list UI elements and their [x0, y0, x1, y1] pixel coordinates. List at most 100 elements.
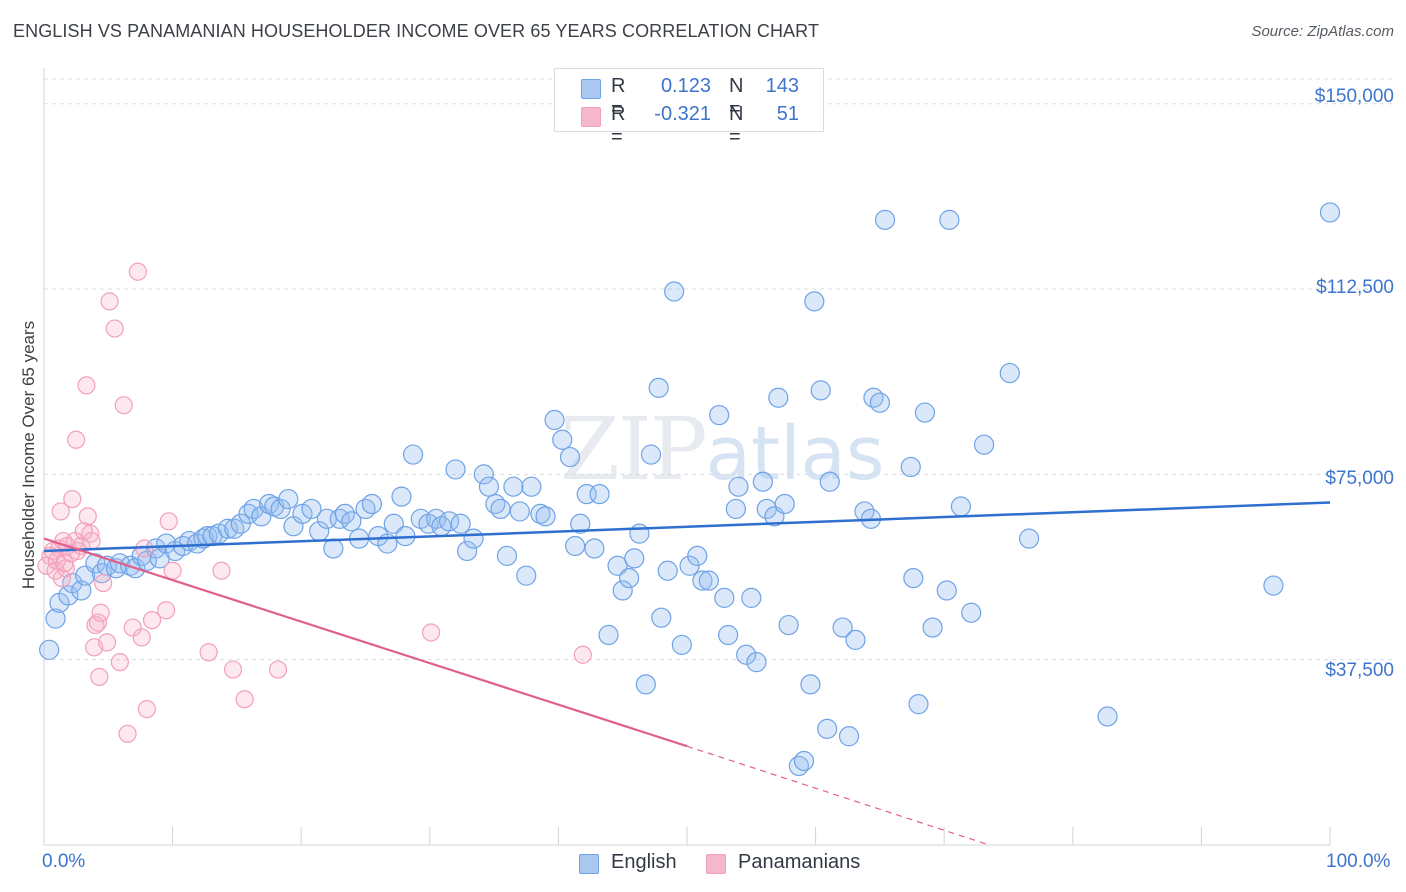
english-point	[1263, 575, 1284, 596]
english-point	[624, 548, 645, 569]
x-tick-label-max: 100.0%	[1326, 851, 1391, 872]
panamanian-point	[421, 623, 441, 642]
x-tick-label-min: 0.0%	[42, 851, 86, 872]
y-tick-label-75000: $75,000	[1325, 468, 1394, 489]
panamanian-point	[157, 601, 176, 620]
english-point	[619, 568, 640, 589]
english-point	[709, 404, 730, 426]
english-point	[838, 726, 860, 747]
english-point	[819, 471, 840, 492]
english-point	[39, 639, 60, 660]
panamanian-trend-line	[43, 537, 688, 748]
english-point	[869, 392, 891, 413]
english-point	[746, 652, 767, 673]
english-point	[535, 506, 556, 527]
english-point	[900, 456, 921, 478]
english-point	[718, 624, 739, 646]
english-point	[278, 488, 299, 510]
english-point	[950, 496, 972, 517]
panamanian-point	[81, 524, 100, 543]
panamanian-point	[63, 489, 82, 509]
english-point	[607, 555, 628, 576]
panamanian-point	[128, 262, 147, 281]
english-point	[903, 568, 924, 589]
english-point	[496, 545, 518, 566]
english-point	[629, 523, 650, 544]
english-point	[445, 459, 466, 480]
english-point	[516, 565, 537, 586]
english-point	[490, 498, 511, 520]
english-point	[692, 570, 713, 591]
english-point	[463, 528, 484, 549]
panamanian-point	[199, 643, 218, 662]
english-point	[914, 402, 936, 423]
panamanian-point	[132, 628, 151, 647]
legend-r-label: R =	[611, 75, 626, 120]
english-point	[961, 602, 982, 623]
english-point	[640, 444, 662, 465]
english-point	[584, 538, 605, 559]
english-point	[361, 493, 383, 515]
english-point	[800, 674, 821, 695]
english-trend-line	[43, 501, 1331, 553]
english-point	[973, 434, 995, 455]
english-point	[728, 476, 749, 497]
english-point	[217, 518, 238, 539]
panamanian-point	[212, 561, 231, 580]
english-point	[664, 281, 685, 302]
panamanian-point	[90, 667, 109, 687]
english-point	[714, 587, 735, 609]
english-point	[589, 484, 610, 505]
english-point	[671, 634, 692, 655]
english-point	[768, 387, 789, 408]
bottom-legend-swatch-panamanians	[706, 854, 726, 874]
english-point	[832, 617, 853, 638]
panamanian-point	[51, 502, 70, 521]
bottom-legend-label-english: English	[611, 851, 677, 873]
panamanian-point	[118, 724, 137, 743]
english-point	[509, 501, 530, 522]
panamanian-point	[163, 561, 182, 580]
english-point	[774, 493, 795, 515]
panamanian-point	[100, 292, 119, 311]
english-point	[612, 580, 633, 601]
english-point	[939, 209, 960, 230]
english-point	[874, 209, 896, 230]
english-point	[323, 538, 344, 559]
english-point	[651, 607, 672, 628]
legend-n-label: N =	[729, 103, 744, 148]
english-point	[845, 629, 866, 651]
chart-title: ENGLISH VS PANAMANIAN HOUSEHOLDER INCOME…	[13, 21, 820, 41]
english-point	[741, 587, 762, 609]
bottom-legend-label-panamanians: Panamanians	[738, 851, 861, 873]
english-point	[570, 513, 591, 534]
panamanian-point	[159, 512, 178, 531]
english-point	[45, 608, 66, 629]
english-point	[752, 471, 773, 492]
english-point	[698, 570, 719, 591]
y-tick-label-37500: $37,500	[1325, 660, 1394, 681]
english-point	[521, 476, 542, 497]
bottom-legend-swatch-english	[579, 854, 599, 874]
panamanian-point	[77, 376, 96, 395]
english-point	[687, 545, 708, 566]
panamanian-point	[78, 507, 97, 526]
panamanian-point	[91, 603, 110, 622]
english-point	[1018, 528, 1040, 549]
english-point	[908, 694, 929, 715]
panamanian-point	[137, 699, 156, 719]
y-tick-label-112500: $112,500	[1316, 277, 1394, 298]
english-point	[999, 362, 1020, 384]
panamanian-point	[123, 618, 142, 637]
legend-r-value: -0.321	[654, 103, 711, 125]
panamanian-point	[114, 396, 133, 415]
panamanian-point	[142, 611, 162, 630]
english-point	[383, 513, 404, 534]
english-point	[301, 498, 322, 520]
panamanian-point	[94, 573, 113, 593]
panamanian-point	[105, 319, 124, 338]
english-point	[922, 617, 943, 638]
source-label: Source: ZipAtlas.com	[1251, 23, 1394, 40]
english-point	[243, 498, 264, 520]
